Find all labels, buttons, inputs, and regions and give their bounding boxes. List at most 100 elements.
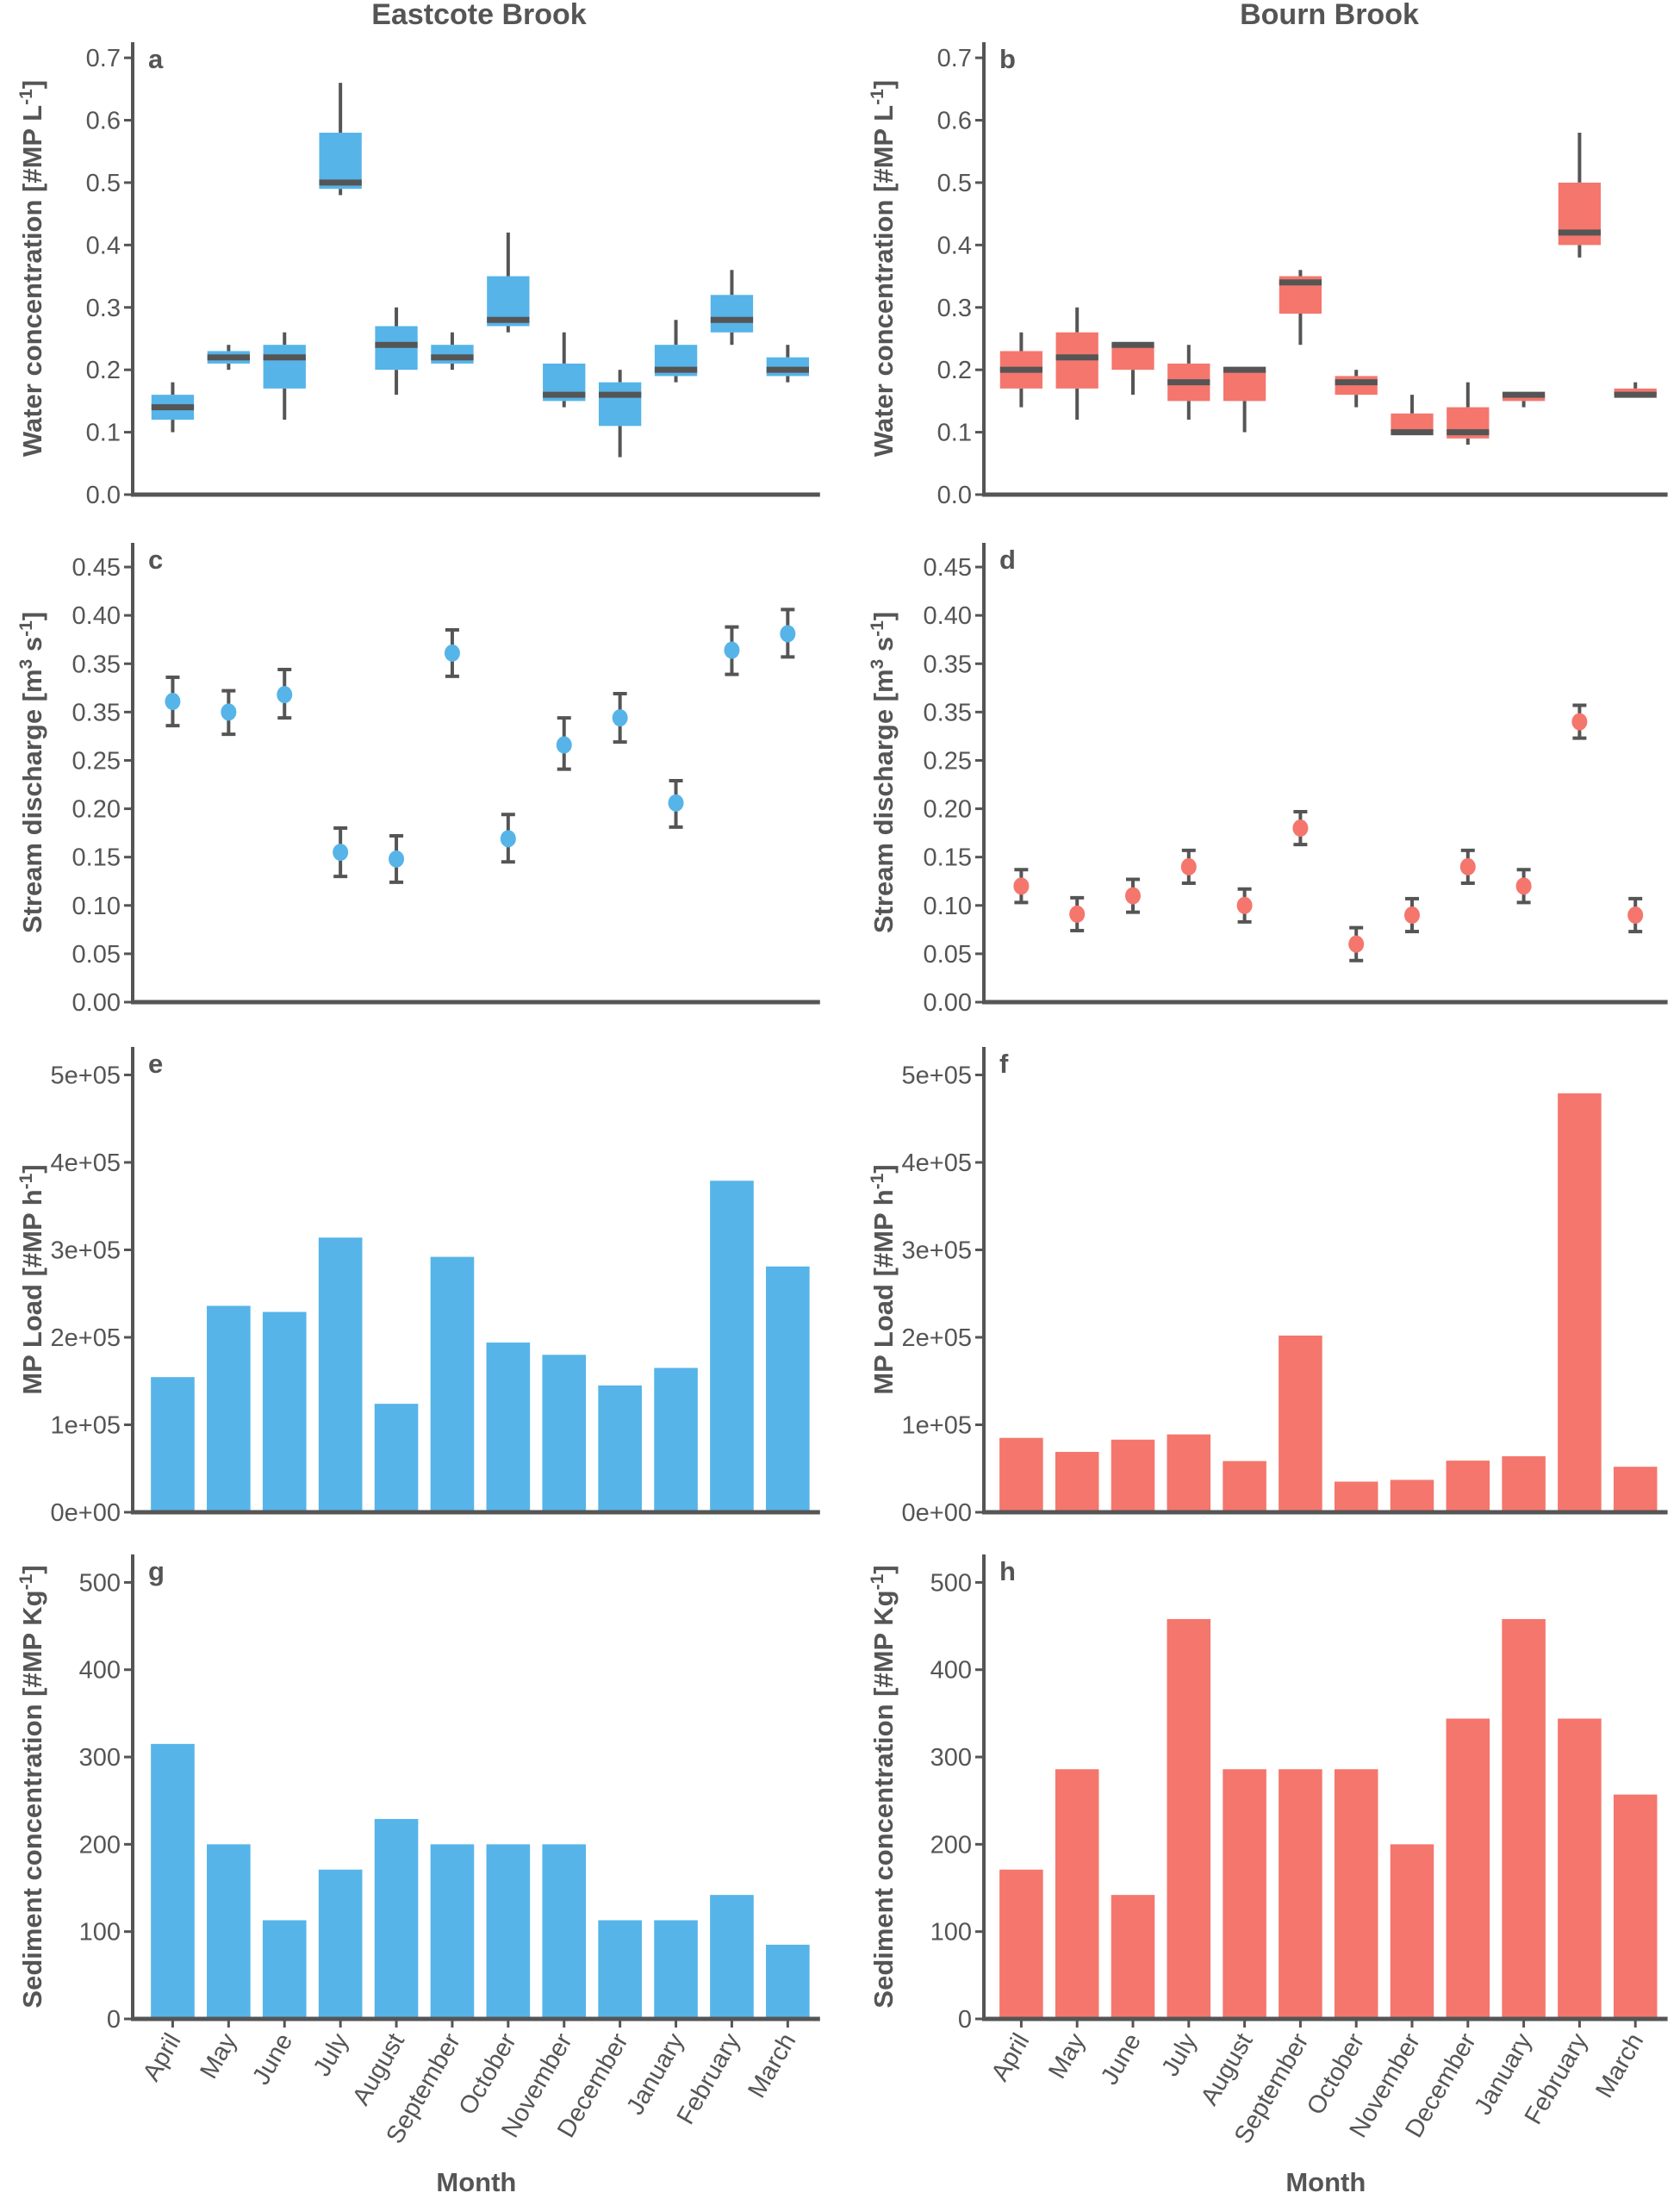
- y-tick-label: 0.4: [937, 232, 972, 259]
- y-tick-label: 0.2: [86, 357, 121, 384]
- bar-august: [1223, 1769, 1266, 2019]
- y-tick-label: 400: [930, 1657, 972, 1685]
- y-tick-label: 500: [79, 1569, 121, 1597]
- box-january: [654, 320, 698, 383]
- y-tick-label: 0.5: [937, 170, 972, 197]
- box-august: [1223, 366, 1266, 433]
- bar-september: [1279, 1769, 1322, 2019]
- y-axis-title-part: Stream discharge [m: [17, 669, 47, 933]
- y-tick-label: 0.40: [72, 602, 121, 630]
- data-point: [500, 830, 516, 848]
- y-axis-title-part: ]: [17, 1565, 47, 1573]
- panel-g: 0 100 200 300 400 500 g Sediment concentration …: [16, 1554, 820, 2197]
- point-august: [389, 833, 405, 884]
- y-tick-label: 0.2: [937, 357, 972, 384]
- bar-march: [766, 1266, 810, 1512]
- y-axis-title-part: Water concentration [#MP L: [868, 105, 899, 457]
- y-tick-label: 0.45: [72, 554, 121, 582]
- box-february: [710, 270, 754, 346]
- x-tick-label: July: [1156, 2028, 1203, 2081]
- bar-february: [710, 1180, 754, 1512]
- y-axis-title-part: MP Load [#MP h: [868, 1189, 899, 1394]
- box-iqr: [431, 345, 474, 364]
- box-iqr: [1111, 345, 1154, 371]
- y-axis-title-part: Stream discharge [m: [868, 669, 899, 933]
- box-january: [1502, 391, 1546, 408]
- y-axis-title-part: ]: [17, 612, 47, 620]
- y-tick-label: 2e+05: [51, 1324, 121, 1352]
- bar-june: [262, 1920, 307, 2019]
- column-title-bourn: Bourn Brook: [1240, 0, 1419, 31]
- y-tick-label: 0: [107, 2006, 121, 2034]
- y-tick-label: 0.3: [937, 295, 972, 322]
- bar-september: [1279, 1335, 1322, 1512]
- bar-march: [1613, 1467, 1658, 1512]
- bar-august: [374, 1818, 419, 2019]
- panel-letter: e: [148, 1049, 163, 1079]
- x-tick-label: March: [1590, 2029, 1649, 2103]
- y-axis-title-part: s: [17, 637, 47, 659]
- data-point: [221, 703, 237, 721]
- y-tick-label: 5e+05: [51, 1062, 121, 1089]
- bar-may: [207, 1844, 251, 2019]
- x-tick-label: July: [308, 2028, 355, 2081]
- y-axis-title: Water concentration [#MP L-1]: [16, 80, 48, 457]
- y-axis-title-superscript: -1: [16, 1573, 36, 1590]
- bar-june: [1111, 1895, 1155, 2019]
- bar-july: [1167, 1618, 1211, 2019]
- data-point: [1236, 896, 1253, 914]
- y-axis-title-superscript: -1: [868, 89, 887, 105]
- y-tick-label: 0.20: [924, 796, 972, 824]
- point-june: [1125, 877, 1141, 914]
- box-iqr: [710, 295, 754, 333]
- bar-august: [1223, 1461, 1266, 1512]
- y-axis-title-superscript: -1: [16, 1173, 36, 1189]
- x-tick-label: April: [986, 2029, 1036, 2086]
- box-june: [263, 332, 306, 420]
- y-tick-label: 0.4: [86, 232, 121, 259]
- x-tick-label: June: [1096, 2029, 1147, 2090]
- y-tick-label: 3e+05: [902, 1237, 972, 1264]
- box-iqr: [1335, 376, 1378, 396]
- y-tick-label: 100: [930, 1919, 972, 1947]
- point-february: [1571, 703, 1588, 740]
- panel-letter: f: [999, 1049, 1009, 1079]
- y-axis-title-part: Water concentration [#MP L: [17, 105, 47, 457]
- x-axis-title: Month: [436, 2167, 516, 2197]
- y-tick-label: 2e+05: [902, 1324, 972, 1352]
- y-tick-label: 0.1: [937, 420, 972, 447]
- y-axis-title-part: Sediment concentration [#MP Kg: [17, 1590, 47, 2008]
- box-october: [1335, 370, 1378, 408]
- y-tick-label: 0.6: [937, 108, 972, 135]
- box-august: [375, 307, 418, 396]
- box-iqr: [766, 357, 810, 377]
- y-axis-title-superscript: -1: [868, 620, 887, 637]
- panel-letter: c: [148, 545, 163, 575]
- y-tick-label: 0.10: [924, 893, 972, 920]
- data-point: [668, 794, 684, 812]
- y-tick-label: 0.35: [924, 651, 972, 678]
- y-tick-label: 0.15: [924, 844, 972, 872]
- y-tick-label: 1e+05: [902, 1411, 972, 1439]
- bar-november: [542, 1355, 587, 1512]
- data-point: [1515, 877, 1532, 895]
- bar-february: [710, 1895, 754, 2019]
- bar-december: [1446, 1718, 1490, 2019]
- point-november: [1404, 896, 1420, 934]
- x-tick-label: June: [247, 2029, 298, 2090]
- bar-january: [654, 1920, 698, 2019]
- bar-january: [1502, 1618, 1546, 2019]
- panel-letter: g: [148, 1556, 165, 1586]
- data-point: [1348, 935, 1365, 953]
- y-axis-title-part: MP Load [#MP h: [17, 1189, 47, 1394]
- y-tick-label: 100: [79, 1919, 121, 1947]
- panel-b: 0.0 0.1 0.2 0.3 0.4 0.5 0.6 0.7 b Water concentra…: [868, 42, 1668, 509]
- bar-january: [654, 1367, 698, 1512]
- y-axis-title: MP Load [#MP h-1]: [868, 1164, 899, 1394]
- data-point: [1459, 857, 1476, 875]
- box-july: [319, 83, 362, 196]
- data-point: [444, 644, 460, 662]
- bar-may: [1055, 1769, 1099, 2019]
- y-axis-title-part: ]: [17, 80, 47, 89]
- bar-march: [1613, 1794, 1658, 2019]
